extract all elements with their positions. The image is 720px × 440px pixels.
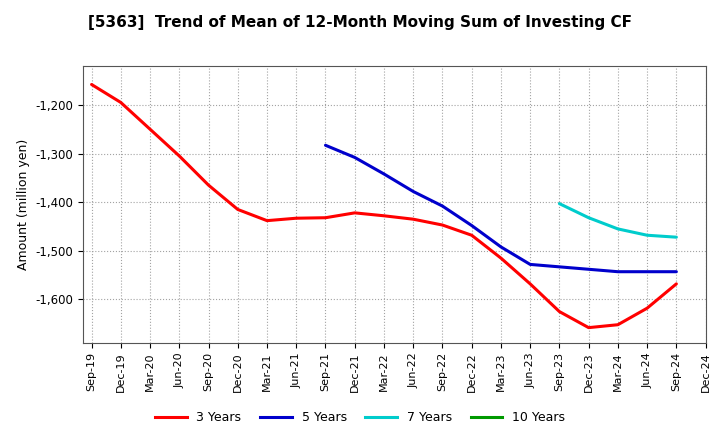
7 Years xyxy=(643,233,652,238)
3 Years xyxy=(379,213,388,218)
5 Years xyxy=(321,143,330,148)
3 Years xyxy=(351,210,359,216)
Line: 5 Years: 5 Years xyxy=(325,145,676,272)
3 Years xyxy=(321,215,330,220)
3 Years xyxy=(87,82,96,87)
5 Years xyxy=(467,223,476,228)
3 Years xyxy=(467,233,476,238)
3 Years xyxy=(613,322,622,327)
Legend: 3 Years, 5 Years, 7 Years, 10 Years: 3 Years, 5 Years, 7 Years, 10 Years xyxy=(150,407,570,429)
3 Years xyxy=(117,100,125,105)
3 Years xyxy=(526,281,534,286)
3 Years xyxy=(643,305,652,311)
7 Years xyxy=(585,215,593,220)
3 Years xyxy=(233,207,242,212)
3 Years xyxy=(585,325,593,330)
5 Years xyxy=(613,269,622,275)
5 Years xyxy=(643,269,652,275)
3 Years xyxy=(497,256,505,261)
7 Years xyxy=(672,235,680,240)
Line: 3 Years: 3 Years xyxy=(91,84,676,328)
3 Years xyxy=(438,222,447,227)
5 Years xyxy=(351,155,359,160)
7 Years xyxy=(555,201,564,206)
5 Years xyxy=(379,171,388,176)
5 Years xyxy=(438,203,447,209)
3 Years xyxy=(292,216,300,221)
5 Years xyxy=(672,269,680,275)
3 Years xyxy=(555,309,564,314)
5 Years xyxy=(526,262,534,267)
5 Years xyxy=(409,189,418,194)
5 Years xyxy=(555,264,564,269)
3 Years xyxy=(409,216,418,222)
5 Years xyxy=(497,244,505,249)
3 Years xyxy=(672,281,680,286)
7 Years xyxy=(613,226,622,231)
3 Years xyxy=(263,218,271,223)
3 Years xyxy=(145,127,154,132)
Line: 7 Years: 7 Years xyxy=(559,204,676,237)
3 Years xyxy=(204,183,213,188)
Text: [5363]  Trend of Mean of 12-Month Moving Sum of Investing CF: [5363] Trend of Mean of 12-Month Moving … xyxy=(88,15,632,30)
5 Years xyxy=(585,267,593,272)
3 Years xyxy=(175,153,184,158)
Y-axis label: Amount (million yen): Amount (million yen) xyxy=(17,139,30,270)
